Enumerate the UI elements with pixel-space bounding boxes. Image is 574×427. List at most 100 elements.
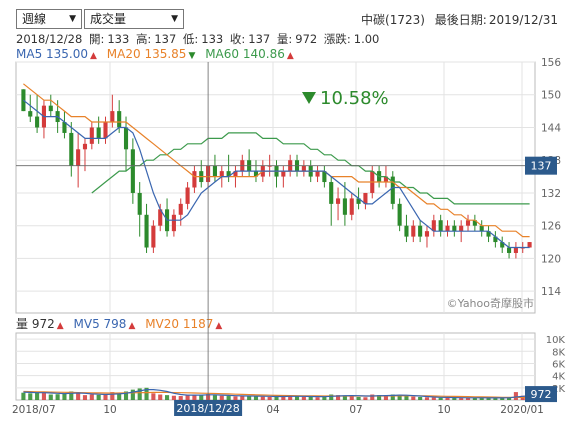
volume-bar: [500, 397, 505, 400]
period-select[interactable]: 週線 ▼: [16, 9, 82, 29]
candle-body: [226, 171, 231, 177]
candle-body: [486, 231, 491, 237]
volume-bar: [110, 392, 115, 400]
x-tick-label: 2018/07: [12, 404, 56, 416]
volume-bar: [397, 394, 402, 400]
volume-bar: [226, 396, 231, 400]
high-label: 高:: [135, 32, 152, 46]
volume-bar: [233, 396, 238, 400]
volume-bar: [472, 397, 477, 400]
candle-body: [35, 116, 40, 128]
candle-body: [479, 225, 484, 232]
cursor-price-label: 137: [531, 160, 552, 173]
candle-body: [137, 192, 142, 215]
volume-bar: [247, 396, 252, 400]
candle-body: [322, 171, 327, 183]
volume-bar: [76, 393, 81, 400]
volume-bar: [431, 397, 436, 400]
volume-bar: [288, 395, 293, 400]
candle-body: [342, 198, 347, 215]
candle-body: [151, 225, 156, 248]
volume-bar: [69, 391, 74, 400]
volume-bar: [240, 395, 245, 400]
volume-bar: [55, 394, 60, 400]
volume-tick-label: 2K: [552, 384, 565, 395]
close-value: 137: [248, 32, 271, 46]
candle-body: [82, 143, 88, 150]
candle-body: [267, 165, 272, 167]
ma20-label: MA20: [106, 47, 141, 61]
candle-body: [452, 225, 457, 232]
volume-bar: [301, 396, 306, 400]
vol-label: 量: [16, 317, 29, 331]
candle-body: [233, 171, 238, 177]
cursor-date-box: [174, 400, 243, 416]
price-tick-label: 144: [541, 122, 561, 134]
ma5-value: 135.00: [46, 47, 89, 61]
volume-bar: [219, 395, 224, 400]
ma60-label: MA60: [205, 47, 240, 61]
volume-bar: [137, 388, 142, 400]
candle-body: [89, 127, 94, 144]
price-tick-label: 156: [541, 57, 561, 69]
volume-bar: [349, 396, 354, 400]
volume-bar: [117, 393, 122, 400]
candle-body: [336, 198, 341, 204]
volume-bar: [363, 397, 368, 400]
volume-bar: [424, 397, 430, 400]
x-tick-label: 07: [349, 404, 362, 416]
volume-bar: [48, 394, 53, 400]
mv5-line: [23, 389, 530, 399]
candle-body: [493, 236, 498, 243]
volume-tick-label: 6K: [552, 359, 565, 370]
candle-body: [117, 111, 122, 128]
ma5-up-icon: ▲: [90, 51, 97, 61]
volume-ma-lines: [23, 389, 530, 399]
volume-bar: [62, 393, 67, 400]
volume-bar: [486, 398, 491, 400]
candle-body: [130, 149, 135, 193]
volume-bar: [452, 397, 457, 400]
candle-body: [390, 176, 395, 204]
info-date: 2018/12/28: [16, 32, 83, 46]
volume-bar: [459, 398, 464, 400]
low-value: 133: [201, 32, 224, 46]
volume-bar: [165, 395, 170, 400]
volume-bar: [479, 398, 484, 400]
volume-bar: [28, 393, 33, 400]
volume-bar: [342, 395, 347, 400]
volume-bar: [267, 396, 272, 400]
low-label: 低:: [182, 32, 199, 46]
price-tick-label: 126: [541, 221, 561, 233]
candle-body: [445, 225, 450, 232]
indicator-select[interactable]: 成交量 ▼: [84, 9, 184, 29]
candle-body: [185, 187, 190, 204]
volume-bar: [322, 396, 327, 400]
candle-body: [513, 247, 518, 253]
candle-body: [418, 225, 423, 237]
down-arrow-icon: [302, 92, 316, 104]
candle-body: [212, 165, 217, 177]
watermark: ©Yahoo奇摩股市: [447, 296, 534, 310]
candle-body: [438, 220, 443, 232]
candle-body: [301, 165, 306, 172]
volume-bar: [199, 394, 204, 400]
volume-bar: [96, 394, 101, 400]
volume-bar: [507, 397, 512, 400]
cursor-date-label: 2018/12/28: [176, 402, 239, 415]
crosshair-cursor: 2018/12/28 137 972: [16, 62, 557, 416]
volume-bar: [465, 397, 471, 400]
volume-bar: [274, 396, 279, 400]
volume-bar: [192, 394, 197, 400]
candle-body: [281, 171, 286, 177]
change-value: 1.00: [353, 32, 380, 46]
volume-tick-label: 8K: [552, 347, 565, 358]
volume-bar: [212, 395, 217, 400]
candle-body: [349, 198, 354, 215]
candle-body: [329, 182, 334, 204]
x-tick-label: 10: [437, 404, 450, 416]
volume-bar: [178, 396, 183, 400]
volume-bar: [445, 397, 450, 400]
high-value: 137: [154, 32, 177, 46]
